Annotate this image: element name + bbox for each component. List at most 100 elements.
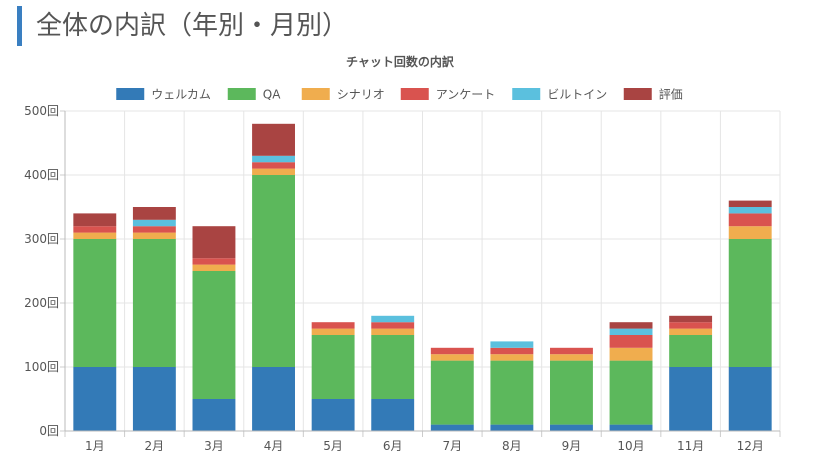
chart-legend: ウェルカム QA シナリオ アンケート ビルトイン 評価 [116,87,683,102]
bar-segment[interactable] [728,207,772,214]
bar-segment[interactable] [490,424,534,431]
bar-segment[interactable] [550,360,593,425]
bar-segment[interactable] [371,335,415,399]
bar-segment[interactable] [132,207,176,220]
bar-segment[interactable] [609,424,653,431]
bar-segment[interactable] [728,367,772,431]
legend-label: アンケート [436,88,496,102]
x-tick-label: 3月 [204,439,224,453]
bar-segment[interactable] [132,239,176,367]
bar-segment[interactable] [311,399,355,431]
bar-segment[interactable] [252,175,295,367]
bar-segment[interactable] [371,328,415,335]
bar-segment[interactable] [550,354,593,361]
bar-segment[interactable] [669,335,713,367]
bar-segment[interactable] [490,347,534,355]
bar-segment[interactable] [311,322,355,329]
bar-segment[interactable] [609,360,653,425]
bar-segment[interactable] [192,271,236,399]
bar-segment[interactable] [192,258,236,265]
legend-label: シナリオ [337,88,385,102]
legend-item[interactable]: ウェルカム [116,88,211,102]
legend-swatch [512,88,541,100]
y-tick-label: 300回 [24,232,59,246]
x-tick-label: 5月 [323,439,343,453]
bar-segment[interactable] [132,232,176,239]
x-tick-label: 6月 [383,439,403,453]
bar-segment[interactable] [73,226,117,233]
bar-segment[interactable] [132,226,176,233]
bar-segment[interactable] [252,168,295,175]
bar-segment[interactable] [252,123,295,156]
bar-segment[interactable] [490,360,534,425]
bar-segment[interactable] [311,328,355,335]
chart-axes: 0回 100回 200回 300回 400回 500回 1月 2月 3月 4月 5月 6月 7月 8月 9月… [24,104,781,453]
bar-segment[interactable] [550,347,593,355]
bar-segment[interactable] [669,367,713,431]
bar-segment[interactable] [609,322,653,329]
legend-item[interactable]: シナリオ [301,88,385,102]
chart-bars [73,123,772,431]
x-tick-label: 9月 [562,439,582,453]
x-tick-label: 8月 [502,439,522,453]
bar-segment[interactable] [73,239,117,367]
bar-segment[interactable] [252,367,295,431]
bar-segment[interactable] [73,213,117,227]
bar-segment[interactable] [728,226,772,239]
bar-segment[interactable] [728,213,772,227]
x-tick-label: 12月 [737,439,764,453]
bar-segment[interactable] [252,155,295,163]
legend-item[interactable]: アンケート [400,88,496,102]
bar-segment[interactable] [609,335,653,348]
chart-title: チャット回数の内訳 [346,54,455,69]
legend-item[interactable]: QA [227,88,281,102]
page-title: 全体の内訳（年別・月別） [36,11,349,41]
legend-label: ウェルカム [151,88,211,102]
bar-segment[interactable] [490,341,534,348]
bar-segment[interactable] [252,162,295,169]
x-tick-label: 1月 [85,439,105,453]
bar-segment[interactable] [192,264,236,271]
y-tick-label: 0回 [39,424,59,438]
legend-swatch [623,88,652,100]
bar-segment[interactable] [609,328,653,335]
page-header: 全体の内訳（年別・月別） [17,6,817,46]
y-tick-label: 200回 [24,296,59,310]
bar-segment[interactable] [192,226,236,259]
legend-label: ビルトイン [547,88,607,102]
bar-segment[interactable] [430,360,474,425]
bar-segment[interactable] [371,315,415,323]
x-tick-label: 2月 [145,439,165,453]
bar-segment[interactable] [550,424,593,431]
x-tick-label: 11月 [677,439,704,453]
bar-segment[interactable] [490,354,534,361]
bar-segment[interactable] [132,367,176,431]
y-tick-label: 500回 [24,104,59,118]
legend-swatch [400,88,429,100]
bar-segment[interactable] [728,200,772,207]
bar-segment[interactable] [669,322,713,329]
y-tick-label: 400回 [24,168,59,182]
bar-segment[interactable] [371,322,415,329]
bar-segment[interactable] [371,399,415,431]
bar-segment[interactable] [73,367,117,431]
bar-segment[interactable] [73,232,117,239]
bar-segment[interactable] [430,424,474,431]
bar-segment[interactable] [311,335,355,399]
legend-item[interactable]: 評価 [623,87,683,102]
bar-segment[interactable] [430,354,474,361]
legend-swatch [227,88,256,100]
x-tick-label: 10月 [617,439,644,453]
legend-item[interactable]: ビルトイン [512,88,607,102]
bar-segment[interactable] [728,239,772,367]
bar-segment[interactable] [669,328,713,335]
bar-segment[interactable] [669,315,713,323]
bar-segment[interactable] [192,399,236,431]
legend-swatch [116,88,145,100]
x-tick-label: 4月 [264,439,284,453]
bar-segment[interactable] [609,347,653,361]
legend-label: 評価 [659,87,683,102]
bar-segment[interactable] [430,347,474,355]
bar-segment[interactable] [132,219,176,227]
